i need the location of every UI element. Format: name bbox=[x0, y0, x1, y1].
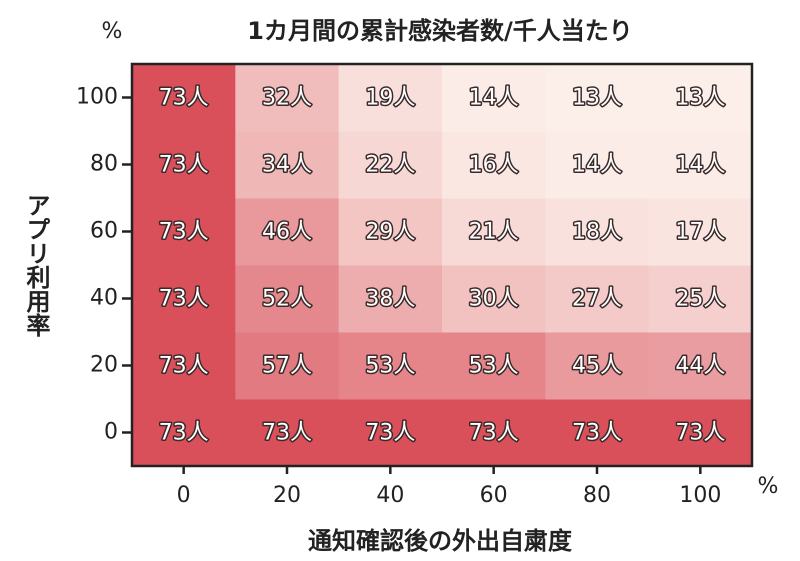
heat-cell bbox=[235, 399, 340, 467]
chart-title: 1カ月間の累計感染者数/千人当たり bbox=[247, 17, 632, 45]
heat-cell bbox=[545, 265, 650, 333]
cell-label: 32人 bbox=[262, 86, 312, 111]
heat-cell bbox=[442, 399, 546, 467]
heat-cell bbox=[132, 265, 236, 333]
heat-cell bbox=[338, 198, 443, 266]
heat-cell bbox=[648, 332, 753, 400]
cell-label: 14人 bbox=[469, 86, 519, 111]
heat-cell bbox=[132, 332, 236, 400]
cell-label: 73人 bbox=[159, 220, 209, 245]
cell-label: 52人 bbox=[262, 287, 312, 312]
cell-label: 19人 bbox=[365, 86, 415, 111]
y-tick-label: 20 bbox=[90, 353, 118, 378]
heat-cell bbox=[338, 332, 443, 400]
cell-label: 73人 bbox=[572, 421, 622, 446]
x-tick-label: 40 bbox=[376, 483, 404, 508]
x-tick-label: 80 bbox=[583, 483, 611, 508]
x-tick-label: 60 bbox=[480, 483, 508, 508]
heat-cell bbox=[545, 64, 650, 132]
heat-cell bbox=[338, 399, 443, 467]
heat-cell bbox=[648, 399, 753, 467]
heat-cell bbox=[442, 198, 546, 266]
heat-cell bbox=[648, 64, 753, 132]
cell-label: 34人 bbox=[262, 153, 312, 178]
y-tick-label: 40 bbox=[90, 286, 118, 311]
heat-cell bbox=[545, 399, 650, 467]
x-tick-label: 100 bbox=[679, 483, 721, 508]
heat-cell bbox=[442, 332, 546, 400]
heat-cell bbox=[235, 265, 340, 333]
x-axis-title: 通知確認後の外出自粛度 bbox=[308, 527, 573, 555]
cell-label: 44人 bbox=[675, 354, 725, 379]
heat-cell bbox=[338, 265, 443, 333]
cell-label: 73人 bbox=[469, 421, 519, 446]
cell-label: 73人 bbox=[159, 86, 209, 111]
cell-label: 16人 bbox=[469, 153, 519, 178]
cell-label: 73人 bbox=[262, 421, 312, 446]
y-tick-label: 60 bbox=[90, 219, 118, 244]
cell-label: 46人 bbox=[262, 220, 312, 245]
cell-label: 73人 bbox=[159, 153, 209, 178]
cell-label: 30人 bbox=[469, 287, 519, 312]
heat-cell bbox=[235, 64, 340, 132]
y-tick-label: 80 bbox=[90, 152, 118, 177]
cell-label: 29人 bbox=[365, 220, 415, 245]
cell-label: 53人 bbox=[365, 354, 415, 379]
heat-cell bbox=[338, 64, 443, 132]
cell-label: 13人 bbox=[572, 86, 622, 111]
cell-label: 18人 bbox=[572, 220, 622, 245]
heat-cell bbox=[442, 131, 546, 199]
cell-label: 73人 bbox=[675, 421, 725, 446]
x-tick-label: 20 bbox=[273, 483, 301, 508]
cell-label: 73人 bbox=[159, 287, 209, 312]
heat-cell bbox=[235, 332, 340, 400]
heat-cell bbox=[545, 131, 650, 199]
cell-label: 27人 bbox=[572, 287, 622, 312]
cell-label: 73人 bbox=[365, 421, 415, 446]
cell-label: 17人 bbox=[675, 220, 725, 245]
heat-cell bbox=[132, 399, 236, 467]
heat-cell bbox=[132, 131, 236, 199]
cell-label: 45人 bbox=[572, 354, 622, 379]
y-tick-label: 0 bbox=[104, 420, 118, 445]
cell-label: 53人 bbox=[469, 354, 519, 379]
heat-cell bbox=[442, 265, 546, 333]
cell-label: 13人 bbox=[675, 86, 725, 111]
heat-cell bbox=[132, 64, 236, 132]
cell-label: 73人 bbox=[159, 421, 209, 446]
cell-label: 73人 bbox=[159, 354, 209, 379]
y-axis-title: アプリ利用率 bbox=[22, 193, 50, 337]
cell-label: 57人 bbox=[262, 354, 312, 379]
x-tick-label: 0 bbox=[177, 483, 191, 508]
plot-frame bbox=[130, 62, 754, 468]
cell-label: 38人 bbox=[365, 287, 415, 312]
heat-cell bbox=[338, 131, 443, 199]
y-tick-label: 100 bbox=[76, 85, 118, 110]
cell-label: 14人 bbox=[675, 153, 725, 178]
cell-label: 25人 bbox=[675, 287, 725, 312]
heat-cell bbox=[235, 198, 340, 266]
heat-cell bbox=[648, 131, 753, 199]
x-unit: % bbox=[758, 474, 779, 499]
heat-cell bbox=[648, 198, 753, 266]
cell-label: 14人 bbox=[572, 153, 622, 178]
heat-cell bbox=[235, 131, 340, 199]
cell-label: 22人 bbox=[365, 153, 415, 178]
heat-cell bbox=[648, 265, 753, 333]
y-unit: % bbox=[102, 19, 123, 44]
heat-cell bbox=[545, 198, 650, 266]
heat-cell bbox=[132, 198, 236, 266]
cell-label: 21人 bbox=[469, 220, 519, 245]
heat-cell bbox=[442, 64, 546, 132]
heat-cell bbox=[545, 332, 650, 400]
